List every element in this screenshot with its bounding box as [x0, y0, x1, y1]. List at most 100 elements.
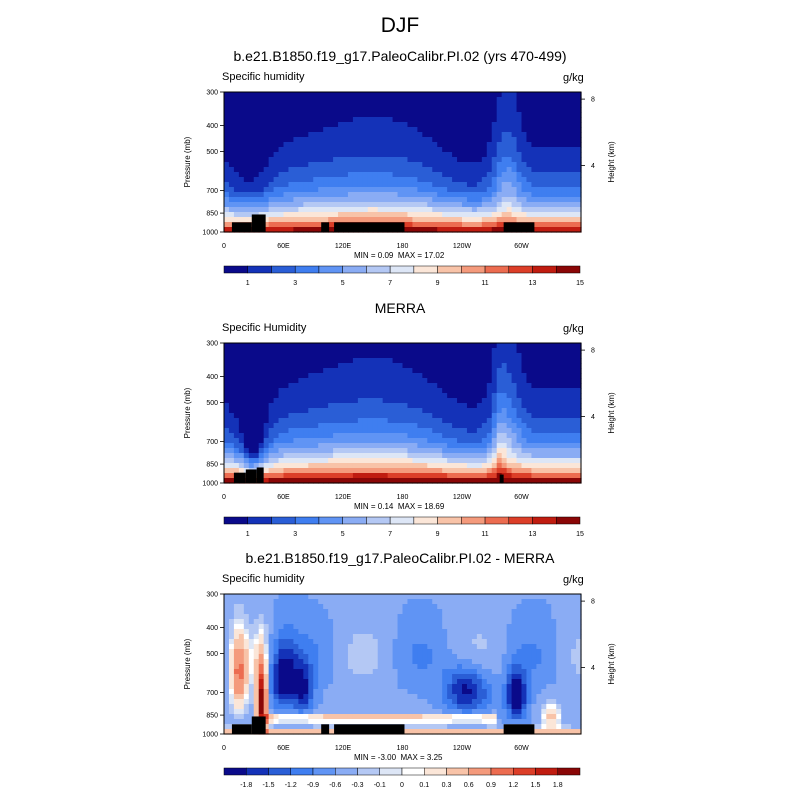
panel-2-cell [481, 463, 488, 469]
panel-3-cell [556, 614, 562, 620]
panel-2-cell [422, 368, 428, 374]
panel-3-cell [546, 614, 552, 620]
panel-1-cell [511, 162, 518, 168]
panel-1-cell [471, 197, 478, 203]
panel-2-cell [224, 468, 230, 474]
panel-3-cell [343, 599, 349, 605]
panel-2-cell [248, 393, 255, 399]
panel-3-cell [243, 619, 250, 625]
panel-2-cell [511, 363, 518, 369]
panel-2-cell [318, 363, 324, 369]
panel-2-cell [422, 373, 428, 379]
panel-1-cell [427, 132, 433, 138]
panel-3-cell [352, 599, 359, 605]
panel-3-cell [338, 639, 344, 645]
panel-1-cell [328, 227, 334, 233]
panel-1-cell [243, 117, 250, 123]
panel-3-cell [357, 619, 364, 625]
panel-2-cell [263, 433, 270, 439]
panel-2-cell [501, 453, 508, 459]
panel-3-cell [278, 629, 285, 635]
panel-1-cell [313, 122, 319, 128]
panel-1-cell [516, 137, 523, 143]
panel-3-cell [457, 594, 463, 600]
panel-2-cell [293, 363, 299, 369]
panel-1-cell [486, 217, 493, 223]
panel-1-cell [506, 202, 513, 208]
panel-2-cell [442, 408, 448, 414]
panel-1-cell [546, 122, 552, 128]
panel-3-cell [417, 619, 423, 625]
panel-1-cell [556, 157, 562, 163]
panel-1-cell [377, 117, 384, 123]
panel-2-cell [367, 388, 374, 394]
panel-3-cell [328, 609, 334, 615]
panel-1-cell [352, 92, 359, 98]
panel-3-cell [412, 644, 418, 650]
panel-2-cell [442, 468, 448, 474]
panel-2-cell [576, 403, 582, 409]
panel-1-cell [462, 207, 468, 213]
panel-3-cell [447, 599, 453, 605]
panel-1-cell [516, 197, 523, 203]
panel-2-cell [496, 348, 503, 354]
panel-1-cell [561, 142, 567, 148]
panel-2-cell [422, 388, 428, 394]
panel-1-cell [298, 187, 304, 193]
panel-2-cell [471, 423, 478, 429]
panel-1-cell [531, 212, 537, 218]
panel-2-cell [491, 423, 498, 429]
panel-1-cell [298, 147, 304, 153]
panel-1-cell [288, 122, 295, 128]
panel-2-cell [491, 343, 498, 349]
panel-2-cell [377, 358, 384, 364]
panel-2-cell [481, 438, 488, 444]
panel-2-cell [471, 358, 478, 364]
panel-2-cell [293, 378, 299, 384]
colorbar-label: 1 [246, 280, 250, 287]
panel-1-cell [506, 102, 513, 108]
panel-1-cell [283, 122, 290, 128]
panel-1-cell [412, 122, 418, 128]
panel-2-cell [526, 413, 533, 419]
panel-1-cell [338, 162, 344, 168]
panel-1-cell [491, 172, 498, 178]
panel-1-cell [551, 137, 557, 143]
panel-2-cell [258, 458, 265, 464]
panel-1-cell [308, 112, 314, 118]
panel-2-cell [466, 478, 473, 484]
panel-3-cell [377, 594, 384, 600]
panel-2-cell [283, 473, 290, 479]
panel-2-topography [499, 474, 504, 483]
panel-2-cell [432, 368, 438, 374]
panel-2-cell [283, 438, 290, 444]
panel-2-cell [313, 428, 319, 434]
panel-3-cell [531, 619, 537, 625]
panel-1-cell [338, 142, 344, 148]
panel-2-cell [466, 458, 473, 464]
panel-3-cell [546, 609, 552, 615]
panel-1-cell [298, 102, 304, 108]
panel-3-cell [233, 614, 240, 620]
panel-1-cell [551, 202, 557, 208]
panel-2-cell [303, 448, 309, 454]
panel-2-cell [347, 423, 354, 429]
panel-2-cell [323, 443, 329, 449]
panel-1-cell [273, 102, 280, 108]
panel-1-cell [243, 217, 250, 223]
panel-2-cell [526, 473, 533, 479]
colorbar-box [556, 265, 581, 274]
panel-2-cell [253, 423, 260, 429]
panel-2-cell [466, 468, 473, 474]
panel-1-cell [392, 162, 399, 168]
panel-3-cell [278, 639, 285, 645]
panel-1-cell [288, 172, 295, 178]
panel-1-cell [496, 192, 503, 198]
panel-2-cell [318, 463, 324, 469]
panel-3-cell [427, 624, 433, 630]
panel-2-cell [546, 353, 552, 359]
colorbar-box [389, 516, 415, 525]
panel-1-cell [412, 182, 418, 188]
panel-2-cell [333, 428, 339, 434]
panel-1-cell [466, 122, 473, 128]
